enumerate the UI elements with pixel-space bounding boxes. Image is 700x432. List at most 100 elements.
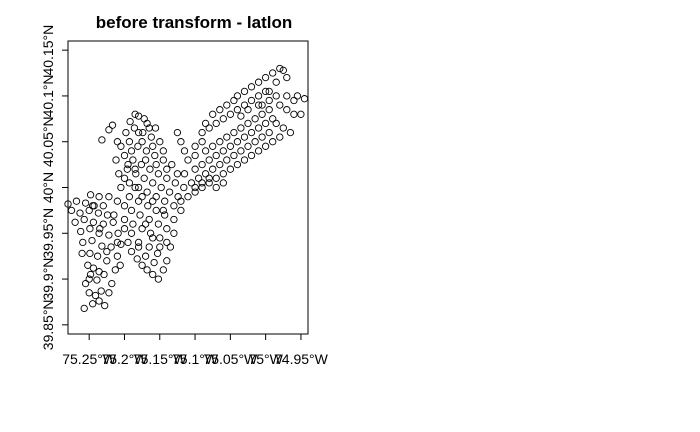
- data-point: [240, 87, 249, 96]
- data-point: [114, 229, 122, 237]
- data-point: [283, 106, 291, 114]
- x-tick-label: 75°W: [248, 351, 283, 367]
- data-point: [100, 270, 108, 279]
- data-point: [103, 257, 111, 265]
- data-point: [103, 247, 111, 256]
- data-point: [80, 215, 88, 224]
- data-point: [105, 289, 113, 297]
- data-point: [134, 128, 143, 137]
- data-point: [105, 126, 113, 134]
- data-point: [170, 229, 178, 237]
- data-point: [95, 297, 103, 305]
- data-point: [161, 211, 169, 219]
- data-point: [156, 138, 164, 146]
- data-point: [173, 170, 182, 178]
- data-point: [127, 206, 136, 215]
- data-point: [108, 279, 116, 288]
- data-point: [149, 179, 157, 187]
- data-point: [138, 225, 146, 233]
- y-tick-label: 39.85°N: [40, 299, 56, 350]
- y-tick-label: 40.1°N: [40, 74, 56, 117]
- data-point: [79, 238, 87, 247]
- data-point: [113, 138, 122, 146]
- data-point: [230, 128, 238, 137]
- data-point: [156, 243, 164, 251]
- data-point: [191, 188, 199, 196]
- data-point: [237, 147, 245, 155]
- y-axis: 39.85°N39.9°N39.95°N 40°N 40.05°N40.1°N40.…: [40, 25, 68, 350]
- data-point: [103, 211, 112, 219]
- data-point: [272, 119, 280, 128]
- data-point: [152, 206, 160, 215]
- data-point: [254, 124, 263, 132]
- data-point: [134, 238, 143, 247]
- data-point: [144, 202, 152, 210]
- data-point: [89, 264, 98, 272]
- data-point: [91, 291, 100, 300]
- data-point: [194, 174, 203, 182]
- data-point: [149, 270, 157, 279]
- data-point: [279, 124, 287, 132]
- data-point: [290, 96, 298, 105]
- data-point: [209, 142, 217, 150]
- data-point: [254, 92, 263, 100]
- data-point: [226, 142, 235, 150]
- data-point: [149, 142, 157, 150]
- data-point: [212, 151, 220, 160]
- data-point: [223, 101, 231, 109]
- data-point: [151, 124, 160, 132]
- data-point: [180, 183, 188, 192]
- data-point: [205, 174, 213, 182]
- x-tick-label: 75.15°W: [133, 351, 188, 367]
- data-point: [137, 160, 146, 169]
- data-point: [120, 151, 129, 160]
- data-point: [198, 179, 206, 187]
- data-point: [297, 110, 305, 118]
- data-point: [198, 138, 206, 146]
- data-point: [131, 110, 139, 118]
- data-point: [212, 183, 220, 192]
- data-point: [138, 138, 146, 146]
- data-point: [115, 170, 123, 178]
- data-point: [226, 165, 235, 173]
- data-point: [141, 252, 150, 260]
- data-point: [113, 197, 122, 205]
- data-point: [198, 160, 206, 169]
- data-point: [88, 236, 96, 245]
- data-point: [134, 183, 143, 192]
- data-point: [113, 238, 122, 247]
- data-point: [86, 225, 94, 233]
- data-point: [219, 147, 227, 155]
- data-point: [111, 266, 119, 274]
- chart-title: before transform - latlon: [96, 13, 292, 32]
- data-point: [95, 193, 103, 201]
- x-tick-label: 75.1°W: [172, 351, 219, 367]
- data-point: [159, 156, 167, 164]
- data-point: [171, 179, 179, 187]
- data-point: [151, 151, 159, 160]
- data-point: [126, 117, 134, 126]
- data-point: [290, 110, 298, 118]
- data-point: [146, 165, 154, 173]
- data-point: [163, 257, 171, 265]
- data-point: [219, 179, 227, 187]
- data-point: [117, 240, 125, 248]
- data-point: [177, 206, 185, 215]
- data-point: [258, 133, 266, 141]
- data-point: [125, 179, 134, 187]
- data-point: [127, 147, 136, 155]
- data-point: [247, 96, 256, 105]
- data-point: [258, 101, 266, 109]
- data-point: [283, 92, 291, 100]
- data-point: [201, 170, 210, 178]
- data-point: [89, 300, 97, 308]
- data-point: [154, 170, 163, 178]
- data-point: [212, 174, 220, 182]
- data-point: [120, 225, 129, 233]
- data-point: [139, 128, 147, 137]
- data-point: [108, 121, 117, 129]
- data-point: [99, 202, 107, 210]
- data-point: [110, 211, 118, 219]
- data-point: [149, 197, 157, 205]
- data-point: [219, 170, 227, 178]
